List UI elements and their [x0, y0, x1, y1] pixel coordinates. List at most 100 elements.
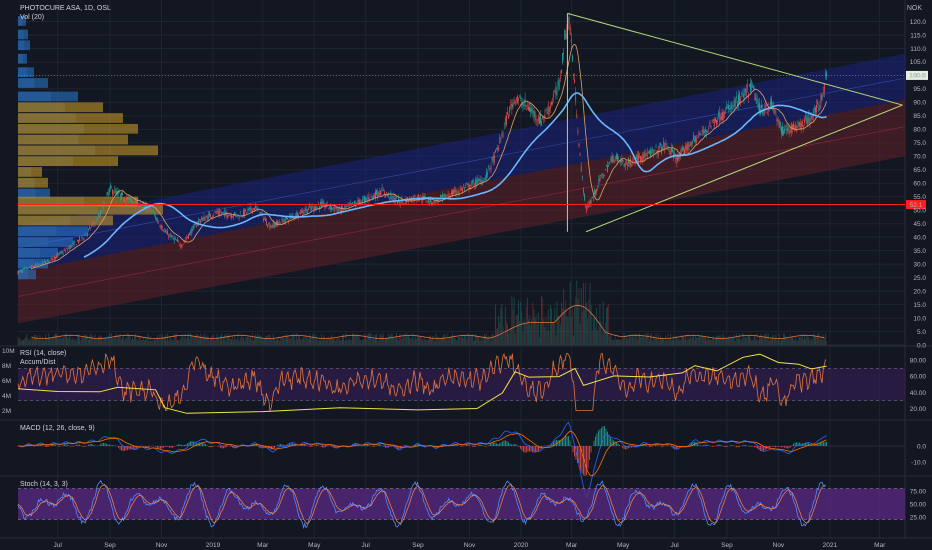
volume-bar — [291, 335, 293, 345]
macd-histogram-bar — [689, 444, 691, 446]
candle-body — [667, 148, 669, 150]
volume-bar — [607, 306, 608, 345]
macd-histogram-bar — [580, 446, 581, 471]
volume-bar — [286, 334, 287, 345]
macd-histogram-bar — [113, 445, 115, 446]
rsi-pane[interactable] — [17, 352, 905, 414]
macd-histogram-bar — [208, 446, 209, 447]
volume-bar — [555, 335, 557, 345]
candle-body — [268, 223, 270, 224]
volume-bar — [530, 325, 531, 345]
candle-body — [35, 263, 36, 266]
volume-bar — [759, 336, 760, 345]
volume-bar — [226, 333, 228, 345]
candle-body — [320, 202, 321, 205]
volume-bar — [266, 336, 267, 345]
candle-body — [181, 245, 183, 248]
macd-histogram-bar — [650, 446, 652, 447]
macd-histogram-bar — [776, 446, 778, 447]
candle-body — [535, 118, 537, 121]
volume-bar — [302, 337, 304, 345]
macd-histogram-bar — [784, 446, 785, 448]
macd-histogram-bar — [467, 444, 469, 446]
macd-histogram-bar — [562, 438, 563, 446]
candle-body — [726, 106, 727, 109]
candle-body — [368, 195, 370, 201]
candle-body — [37, 262, 39, 266]
candle-body — [715, 117, 716, 122]
candle-body — [602, 176, 604, 178]
candle-body — [771, 98, 772, 109]
volume-bar — [47, 339, 49, 345]
volume-bar — [744, 337, 746, 345]
macd-histogram-bar — [589, 446, 590, 460]
candle-body — [162, 230, 164, 232]
volume-bar — [519, 321, 520, 345]
volume-bar — [152, 339, 154, 345]
candle-body — [609, 161, 611, 163]
candle-body — [89, 226, 90, 229]
macd-histogram-bar — [704, 444, 706, 446]
volume-profile-bar — [18, 113, 123, 123]
volume-bar — [405, 332, 407, 345]
volume-bar — [700, 335, 702, 345]
volume-bar — [545, 316, 547, 345]
macd-pane[interactable] — [17, 421, 906, 499]
rsi-legend: RSI (14, close) — [20, 350, 67, 357]
volume-bar — [480, 338, 482, 345]
volume-bar — [41, 336, 43, 345]
candle-body — [496, 148, 497, 150]
candle-body — [191, 229, 193, 235]
candle-body — [266, 220, 267, 226]
volume-bar — [455, 339, 457, 345]
volume-bar — [728, 336, 729, 345]
macd-histogram-bar — [559, 440, 560, 446]
volume-bar — [217, 337, 219, 345]
candle-body — [204, 218, 206, 221]
candle-body — [68, 247, 69, 249]
y-tick-label: 35.0 — [913, 248, 926, 255]
candle-body — [778, 120, 780, 128]
volume-bar — [441, 338, 442, 345]
candle-body — [590, 200, 592, 204]
candle-body — [709, 121, 711, 127]
macd-histogram-bar — [622, 446, 623, 448]
candle-body — [300, 209, 302, 215]
volume-profile-bar — [18, 269, 36, 280]
volume-bar — [99, 335, 100, 345]
candle-body — [599, 177, 601, 182]
candle-body — [102, 204, 104, 207]
candle-body — [447, 193, 449, 197]
macd-histogram-bar — [598, 430, 599, 446]
candle-body — [335, 208, 337, 210]
volume-moving-average — [32, 304, 825, 339]
volume-bar — [563, 288, 564, 345]
volume-bar — [352, 333, 353, 345]
rsi-legend-block: RSI (14, close) Accum/Dist — [20, 349, 66, 367]
macd-histogram-bar — [389, 446, 391, 447]
stoch-legend: Stoch (14, 3, 3) — [20, 481, 68, 488]
volume-bar — [492, 334, 494, 345]
candle-body — [301, 210, 303, 213]
volume-bar — [581, 311, 583, 345]
macd-histogram-bar — [667, 445, 668, 446]
volume-bar — [59, 335, 61, 345]
volume-bar — [658, 340, 660, 345]
candle-body — [60, 251, 62, 254]
volume-bar — [370, 333, 372, 345]
candle-body — [185, 237, 187, 239]
candle-body — [464, 187, 465, 190]
macd-histogram-bar — [703, 445, 704, 446]
y-tick-label: 85.0 — [913, 113, 926, 120]
volume-bar — [78, 334, 79, 345]
volume-bar — [510, 327, 512, 345]
macd-histogram-bar — [511, 444, 512, 446]
volume-bar — [250, 338, 252, 345]
candle-body — [354, 201, 355, 204]
stoch-pane[interactable] — [17, 479, 905, 530]
candle-body — [88, 229, 89, 230]
candle-body — [260, 212, 262, 214]
macd-histogram-bar — [311, 446, 313, 447]
